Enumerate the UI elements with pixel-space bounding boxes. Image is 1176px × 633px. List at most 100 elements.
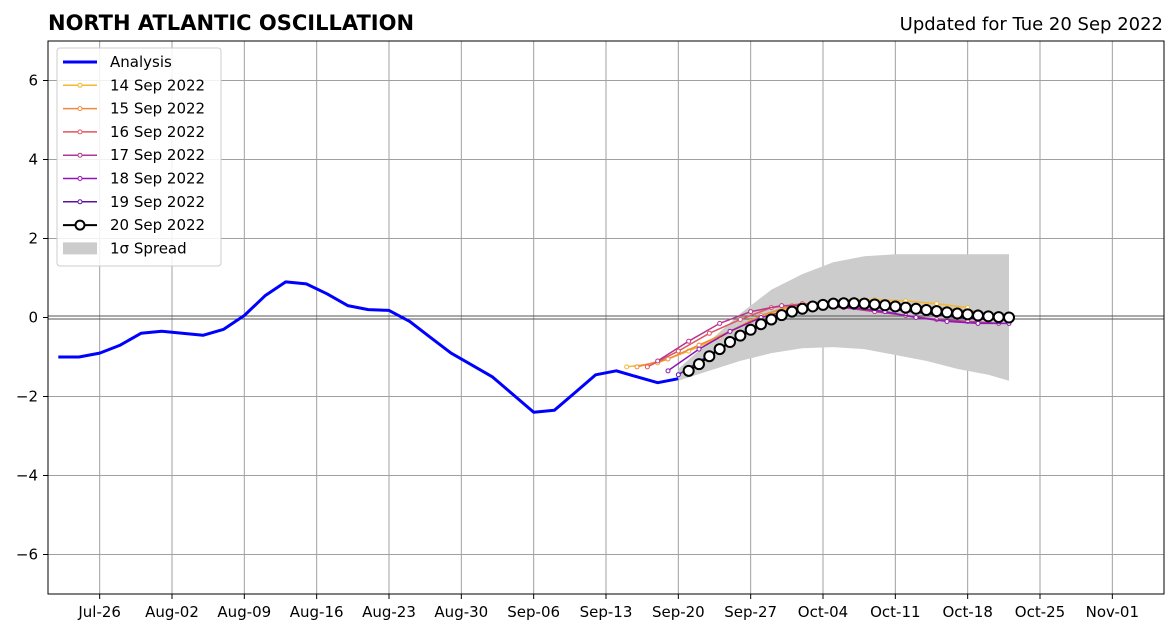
forecast-point	[665, 368, 671, 374]
latest-forecast-point	[972, 309, 984, 322]
legend-marker	[74, 219, 86, 231]
x-tick-label: Aug-09	[217, 603, 271, 621]
x-tick-label: Sep-27	[724, 603, 777, 621]
legend-marker	[77, 176, 83, 181]
latest-forecast-point	[713, 343, 726, 356]
legend-marker	[77, 199, 83, 205]
legend-marker	[77, 106, 83, 112]
latest-forecast-point	[703, 350, 716, 363]
y-tick-label: 0	[28, 309, 38, 327]
latest-forecast-point	[786, 305, 798, 318]
legend-label: 14 Sep 2022	[110, 76, 205, 94]
chart-title: NORTH ATLANTIC OSCILLATION	[48, 11, 414, 35]
latest-forecast-point	[858, 297, 871, 310]
latest-forecast-point	[796, 302, 809, 315]
legend-label: 16 Sep 2022	[110, 123, 205, 141]
latest-forecast-point	[868, 298, 881, 311]
forecast-point	[944, 318, 950, 324]
latest-forecast-point	[992, 311, 1005, 324]
forecast-point	[696, 346, 702, 352]
forecast-point	[727, 328, 733, 334]
x-tick-label: Aug-16	[290, 603, 344, 621]
latest-forecast-point	[920, 303, 933, 316]
latest-forecast-point	[837, 297, 850, 310]
forecast-point	[675, 372, 681, 378]
y-tick-label: 4	[28, 151, 38, 169]
latest-forecast-point	[982, 310, 995, 323]
legend-item: 15 Sep 2022	[63, 100, 205, 118]
latest-forecast-point	[889, 300, 902, 313]
forecast-point	[624, 364, 630, 370]
forecast-point	[975, 320, 981, 326]
x-tick-label: Aug-23	[362, 603, 416, 621]
latest-forecast-point	[755, 318, 767, 331]
x-tick-label: Aug-30	[434, 603, 488, 621]
latest-forecast-point	[724, 335, 736, 348]
latest-forecast-point	[848, 297, 860, 310]
forecast-point	[748, 309, 754, 315]
y-tick-label: −2	[16, 388, 38, 406]
y-tick-label: 6	[28, 72, 38, 90]
forecast-point	[737, 316, 743, 322]
legend-marker	[77, 82, 83, 88]
latest-forecast-point	[910, 302, 922, 315]
latest-forecast-point	[734, 329, 747, 342]
latest-forecast-point	[941, 306, 953, 319]
forecast-3	[655, 303, 1002, 364]
x-tick-label: Oct-04	[798, 603, 848, 621]
latest-forecast-point	[951, 307, 964, 320]
legend-label: 17 Sep 2022	[110, 146, 205, 164]
legend-box	[56, 47, 222, 267]
x-tick-label: Nov-01	[1086, 603, 1139, 621]
legend-item: 16 Sep 2022	[63, 123, 205, 141]
legend-item: 14 Sep 2022	[63, 76, 205, 94]
forecast-point	[686, 338, 692, 344]
x-tick-label: Aug-02	[145, 603, 199, 621]
legend: Analysis 14 Sep 2022 15 Sep 2022 16 Sep 202…	[56, 47, 222, 267]
legend-item: 1σ Spread	[63, 239, 187, 257]
legend-label: 19 Sep 2022	[110, 193, 205, 211]
x-tick-label: Oct-11	[870, 603, 920, 621]
latest-forecast-point	[1003, 311, 1015, 324]
x-tick-label: Sep-06	[507, 603, 560, 621]
y-tick-label: −6	[16, 546, 38, 564]
legend-item: 20 Sep 2022	[63, 216, 205, 234]
x-tick-label: Sep-13	[580, 603, 633, 621]
legend-label: 20 Sep 2022	[110, 216, 205, 234]
legend-marker	[77, 152, 83, 158]
latest-forecast-point	[693, 358, 705, 371]
latest-forecast-point	[775, 309, 788, 322]
latest-forecast-point	[879, 299, 891, 312]
forecast-point	[913, 315, 919, 320]
legend-swatch	[63, 242, 97, 255]
y-tick-label: −4	[16, 467, 38, 485]
updated-label: Updated for Tue 20 Sep 2022	[900, 14, 1163, 35]
x-axis-ticks: Jul-26 Aug-02 Aug-09 Aug-16 Aug-23 Aug-30 Sep-…	[77, 594, 1139, 621]
forecast-point	[644, 364, 650, 370]
forecast-point	[706, 330, 712, 336]
latest-forecast-point	[961, 308, 974, 321]
legend-label: 1σ Spread	[110, 239, 187, 257]
forecast-point	[696, 342, 702, 348]
x-tick-label: Oct-18	[942, 603, 992, 621]
latest-forecast-point	[765, 313, 778, 326]
legend-item: Analysis	[63, 53, 172, 71]
forecast-point	[717, 320, 723, 326]
latest-forecast-point	[817, 298, 829, 311]
legend-marker	[77, 129, 83, 135]
analysis-series	[58, 280, 679, 414]
latest-forecast-point	[930, 305, 943, 318]
legend-item: 18 Sep 2022	[63, 170, 205, 188]
legend-item: 19 Sep 2022	[63, 193, 205, 211]
legend-label: 18 Sep 2022	[110, 170, 205, 188]
forecast-point	[675, 348, 681, 354]
forecast-point	[634, 364, 640, 370]
spread-band	[678, 254, 1009, 381]
legend-label: Analysis	[110, 53, 172, 71]
x-tick-label: Oct-25	[1015, 603, 1065, 621]
latest-forecast-point	[682, 364, 695, 377]
latest-forecast-point	[827, 297, 840, 310]
latest-forecast-point	[806, 300, 819, 313]
latest-forecast-point	[899, 301, 912, 314]
